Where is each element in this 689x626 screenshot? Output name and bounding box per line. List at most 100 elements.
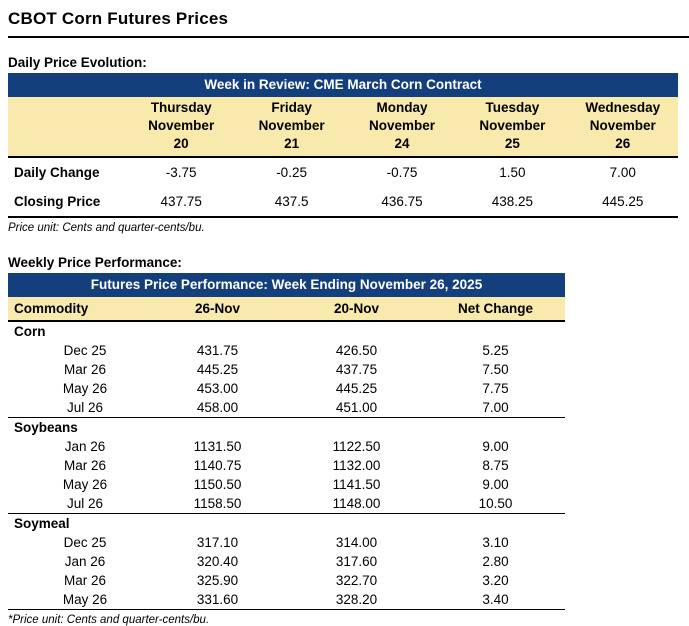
contract-label: Mar 26 <box>63 573 107 588</box>
cell-value: 3.20 <box>482 573 509 588</box>
cell-value: 314.00 <box>335 535 378 550</box>
column-header-20-nov: 20-Nov <box>333 301 379 316</box>
table-row: Jan 26 1131.50 1122.50 9.00 <box>8 437 565 456</box>
commodity-group-soybeans: Soybeans Jan 26 1131.50 1122.50 9.00 Mar… <box>8 418 565 514</box>
commodity-group-soymeal: Soymeal Dec 25 317.10 314.00 3.10 Jan 26… <box>8 514 565 610</box>
commodity-name: Soymeal <box>14 516 70 531</box>
column-header-friday: Friday November 21 <box>258 100 325 151</box>
cell-value: 436.75 <box>381 194 423 209</box>
contract-label: Jul 26 <box>66 400 104 415</box>
cell-value: 9.00 <box>482 439 509 454</box>
cell-value: 317.10 <box>196 535 239 550</box>
weekly-table-title: Futures Price Performance: Week Ending N… <box>8 273 565 297</box>
cell-value: 3.10 <box>482 535 509 550</box>
cell-value: 10.50 <box>478 496 513 511</box>
daily-footnote: Price unit: Cents and quarter-cents/bu. <box>8 222 205 234</box>
cell-value: 1122.50 <box>332 439 381 454</box>
cell-value: 7.75 <box>482 381 509 396</box>
cell-value: 1132.00 <box>332 458 381 473</box>
table-row: May 26 453.00 445.25 7.75 <box>8 379 565 398</box>
cell-value: 445.25 <box>335 381 378 396</box>
contract-label: Mar 26 <box>63 458 107 473</box>
daily-section-label: Daily Price Evolution: <box>8 55 147 70</box>
daily-price-table: Week in Review: CME March Corn Contract … <box>8 73 678 218</box>
table-row: May 26 1150.50 1141.50 9.00 <box>8 475 565 494</box>
table-row: Closing Price 437.75 437.5 436.75 438.25… <box>8 187 678 216</box>
row-label: Daily Change <box>14 165 100 180</box>
contract-label: Jan 26 <box>64 439 106 454</box>
cell-value: 1141.50 <box>332 477 381 492</box>
commodity-group-corn: Corn Dec 25 431.75 426.50 5.25 Mar 26 44… <box>8 322 565 418</box>
table-row: Dec 25 317.10 314.00 3.10 <box>8 533 565 552</box>
cell-value: 328.20 <box>335 592 378 607</box>
cell-value: 5.25 <box>482 343 509 358</box>
cell-value: 453.00 <box>196 381 239 396</box>
cell-value: 1150.50 <box>193 477 242 492</box>
table-row: Daily Change -3.75 -0.25 -0.75 1.50 7.00 <box>8 158 678 187</box>
cell-value: 3.40 <box>482 592 509 607</box>
column-header-monday: Monday November 24 <box>368 100 435 151</box>
contract-label: Jul 26 <box>66 496 104 511</box>
column-header-commodity: Commodity <box>14 301 89 316</box>
table-row: Jul 26 458.00 451.00 7.00 <box>8 398 565 417</box>
cell-value: 7.50 <box>482 362 509 377</box>
cell-value: -0.25 <box>276 165 307 180</box>
contract-label: Dec 25 <box>63 535 107 550</box>
cell-value: 317.60 <box>335 554 378 569</box>
daily-table-body: Daily Change -3.75 -0.25 -0.75 1.50 7.00… <box>8 158 678 218</box>
table-row: Jan 26 320.40 317.60 2.80 <box>8 552 565 571</box>
table-row: Jul 26 1158.50 1148.00 10.50 <box>8 494 565 513</box>
cell-value: -3.75 <box>165 165 197 180</box>
column-header-tuesday: Tuesday November 25 <box>479 100 546 151</box>
cell-value: 7.00 <box>609 165 636 180</box>
cell-value: 426.50 <box>335 343 378 358</box>
contract-label: Jan 26 <box>64 554 106 569</box>
cell-value: 437.75 <box>335 362 378 377</box>
cell-value: 445.25 <box>196 362 239 377</box>
cell-value: 1140.75 <box>193 458 242 473</box>
cell-value: 9.00 <box>482 477 509 492</box>
daily-table-header-row: Thursday November 20 Friday November 21 … <box>8 97 678 158</box>
contract-label: Dec 25 <box>63 343 107 358</box>
contract-label: May 26 <box>62 592 108 607</box>
cell-value: 8.75 <box>482 458 509 473</box>
table-row: Mar 26 325.90 322.70 3.20 <box>8 571 565 590</box>
contract-label: Mar 26 <box>63 362 107 377</box>
cell-value: -0.75 <box>386 165 418 180</box>
column-header-net-change: Net Change <box>457 301 533 316</box>
table-row: Mar 26 445.25 437.75 7.50 <box>8 360 565 379</box>
cell-value: 320.40 <box>196 554 239 569</box>
cell-value: 1.50 <box>499 165 526 180</box>
cell-value: 1148.00 <box>332 496 381 511</box>
cell-value: 1158.50 <box>193 496 242 511</box>
weekly-section-label: Weekly Price Performance: <box>8 255 182 270</box>
table-row: May 26 331.60 328.20 3.40 <box>8 590 565 609</box>
cell-value: 458.00 <box>196 400 239 415</box>
cell-value: 438.25 <box>491 194 534 209</box>
contract-label: May 26 <box>62 477 108 492</box>
cell-value: 7.00 <box>482 400 509 415</box>
column-header-26-nov: 26-Nov <box>194 301 240 316</box>
cell-value: 451.00 <box>335 400 378 415</box>
commodity-name: Corn <box>14 324 46 339</box>
weekly-price-table: Futures Price Performance: Week Ending N… <box>8 273 565 610</box>
weekly-footnote: *Price unit: Cents and quarter-cents/bu. <box>8 614 210 626</box>
cell-value: 431.75 <box>196 343 239 358</box>
cell-value: 437.75 <box>160 194 202 209</box>
commodity-name: Soybeans <box>14 420 78 435</box>
page-title: CBOT Corn Futures Prices <box>8 9 689 38</box>
cell-value: 322.70 <box>335 573 378 588</box>
cell-value: 2.80 <box>482 554 509 569</box>
daily-table-title: Week in Review: CME March Corn Contract <box>8 73 678 97</box>
table-row: Mar 26 1140.75 1132.00 8.75 <box>8 456 565 475</box>
cell-value: 445.25 <box>602 194 644 209</box>
cell-value: 331.60 <box>196 592 239 607</box>
cell-value: 1131.50 <box>193 439 242 454</box>
contract-label: May 26 <box>62 381 108 396</box>
cell-value: 325.90 <box>196 573 239 588</box>
column-header-thursday: Thursday November 20 <box>148 100 215 151</box>
cell-value: 437.5 <box>274 194 309 209</box>
row-label: Closing Price <box>14 194 101 209</box>
column-header-wednesday: Wednesday November 26 <box>585 100 661 151</box>
